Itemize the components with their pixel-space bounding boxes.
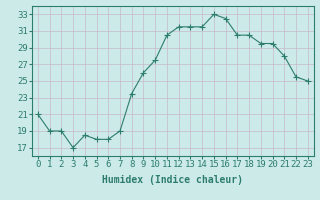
X-axis label: Humidex (Indice chaleur): Humidex (Indice chaleur): [102, 175, 243, 185]
